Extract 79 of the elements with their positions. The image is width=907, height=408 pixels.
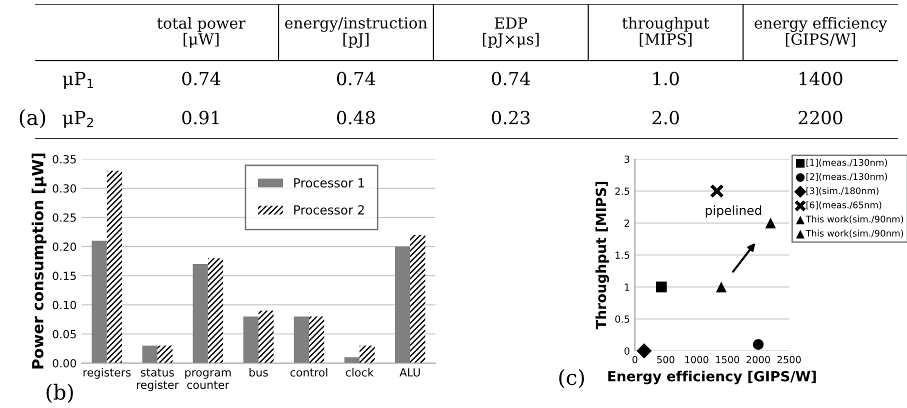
text: 0.74 bbox=[182, 72, 220, 86]
point bbox=[765, 218, 776, 228]
y-tick-label: 0 bbox=[624, 347, 630, 355]
bar bbox=[309, 316, 324, 364]
category-label: μP$_{1}$ bbox=[62, 72, 94, 89]
y-tick-label: 0.00 bbox=[52, 359, 76, 368]
bar bbox=[106, 170, 122, 364]
point bbox=[656, 282, 667, 292]
x-tick-label: control bbox=[290, 368, 328, 377]
bar bbox=[258, 310, 274, 364]
legend-label: [6](meas./65nm) bbox=[806, 201, 882, 210]
bar bbox=[294, 316, 310, 364]
category-label: energy efficiency [GIPS/W] bbox=[754, 16, 888, 47]
point bbox=[716, 282, 727, 292]
text: (a) bbox=[20, 109, 46, 128]
y-axis-title: Throughput [MIPS] bbox=[595, 182, 610, 330]
y-tick-label: 0.25 bbox=[52, 213, 76, 222]
legend-label: This work(sim./90nm) bbox=[806, 216, 904, 224]
category-label: μP$_{2}$ bbox=[62, 110, 93, 128]
legend-label: [3](sim./180nm) bbox=[806, 187, 878, 196]
category-label: throughput [MIPS] bbox=[622, 16, 710, 47]
x-tick-label: bus bbox=[250, 368, 268, 377]
x-tick-label: 1500 bbox=[716, 356, 740, 364]
y-tick-label: 0.10 bbox=[52, 300, 76, 310]
x-axis-title: Energy efficiency [GIPS/W] bbox=[608, 370, 816, 384]
x-tick-label: clock bbox=[346, 368, 374, 377]
bar bbox=[243, 316, 258, 364]
legend-label: This work(sim./90nm) bbox=[806, 230, 904, 238]
legend-label: Processor 1 bbox=[294, 178, 364, 188]
bar bbox=[157, 346, 173, 364]
x-tick-label: registers bbox=[84, 368, 131, 379]
text: 0.91 bbox=[182, 110, 219, 124]
legend-label: Processor 2 bbox=[294, 205, 364, 215]
x-tick-label: 2000 bbox=[746, 356, 770, 364]
text: 0.48 bbox=[337, 110, 375, 124]
bar bbox=[208, 258, 224, 364]
bar bbox=[410, 234, 426, 364]
legend-label: [1](meas./130nm) bbox=[806, 158, 888, 167]
y-tick-label: 0.5 bbox=[615, 315, 630, 323]
category-label: EDP [pJ×μs] bbox=[482, 17, 539, 48]
y-tick-label: 1 bbox=[624, 284, 630, 291]
y-tick-label: 0.15 bbox=[52, 272, 76, 280]
y-tick-label: 2 bbox=[624, 220, 630, 227]
y-tick-label: 0.20 bbox=[52, 242, 76, 251]
bar bbox=[142, 346, 158, 364]
point bbox=[710, 184, 724, 198]
text: 0.74 bbox=[337, 72, 376, 86]
bar bbox=[360, 346, 375, 364]
point bbox=[752, 339, 764, 350]
bar bbox=[394, 246, 410, 364]
x-tick-label: 500 bbox=[657, 356, 674, 364]
y-tick-label: 2.5 bbox=[615, 188, 630, 195]
text: 0.74 bbox=[492, 72, 530, 86]
text: 1400 bbox=[800, 72, 842, 86]
bar bbox=[192, 264, 208, 364]
x-tick-label: program counter bbox=[185, 370, 231, 390]
text: (c) bbox=[559, 369, 584, 388]
bar bbox=[92, 240, 107, 364]
category-label: energy/instruction [pJ] bbox=[285, 17, 428, 48]
y-tick-label: 0.05 bbox=[52, 330, 76, 338]
category-label: total power [μW] bbox=[157, 16, 246, 48]
text: 2.0 bbox=[652, 110, 679, 124]
y-tick-label: 1.5 bbox=[616, 252, 630, 259]
x-tick-label: 1000 bbox=[685, 356, 708, 364]
y-axis-title: Power consumption [μW] bbox=[32, 154, 46, 368]
x-tick-label: 0 bbox=[632, 356, 638, 364]
y-tick-label: 0.35 bbox=[52, 155, 76, 164]
y-tick-label: 3 bbox=[624, 156, 630, 163]
text: 1.0 bbox=[654, 72, 679, 86]
text: 2200 bbox=[798, 110, 842, 124]
point bbox=[636, 343, 652, 358]
x-tick-label: ALU bbox=[399, 368, 420, 377]
x-tick-label: 2500 bbox=[777, 356, 801, 364]
text: 0.23 bbox=[492, 110, 530, 124]
text: (b) bbox=[46, 384, 73, 403]
x-tick-label: status register bbox=[137, 368, 179, 392]
y-tick-label: 0.30 bbox=[52, 184, 76, 193]
legend-label: [2](meas./130nm) bbox=[806, 173, 888, 182]
annotation: pipelined bbox=[706, 205, 762, 218]
